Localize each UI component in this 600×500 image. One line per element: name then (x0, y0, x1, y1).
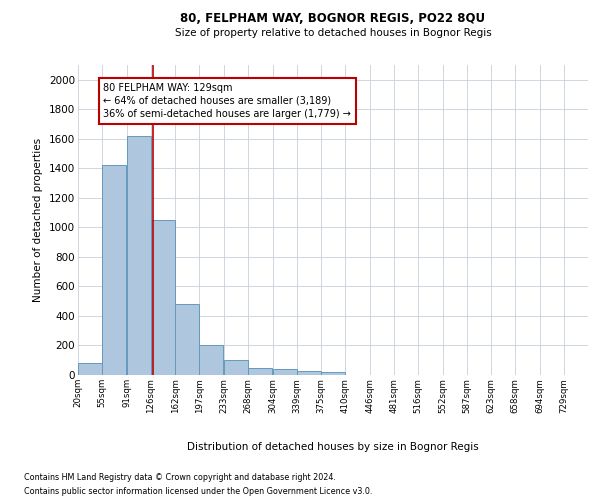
Bar (175, 304, 199, 375)
Bar (248, 368, 272, 375)
Bar (272, 369, 296, 375)
Bar (78, 363, 102, 375)
Y-axis label: Number of detached properties: Number of detached properties (34, 138, 43, 302)
Text: Size of property relative to detached houses in Bognor Regis: Size of property relative to detached ho… (175, 28, 491, 38)
Text: 80, FELPHAM WAY, BOGNOR REGIS, PO22 8QU: 80, FELPHAM WAY, BOGNOR REGIS, PO22 8QU (181, 12, 485, 26)
Bar (224, 360, 248, 375)
Bar (127, 136, 151, 375)
Text: Contains HM Land Registry data © Crown copyright and database right 2024.: Contains HM Land Registry data © Crown c… (24, 472, 336, 482)
Bar (296, 372, 320, 375)
Bar (102, 166, 126, 375)
Bar (322, 372, 346, 375)
Text: 80 FELPHAM WAY: 129sqm
← 64% of detached houses are smaller (3,189)
36% of semi-: 80 FELPHAM WAY: 129sqm ← 64% of detached… (103, 82, 351, 119)
Bar (199, 344, 223, 375)
Text: Distribution of detached houses by size in Bognor Regis: Distribution of detached houses by size … (187, 442, 479, 452)
Text: Contains public sector information licensed under the Open Government Licence v3: Contains public sector information licen… (24, 488, 373, 496)
Bar (151, 220, 175, 375)
